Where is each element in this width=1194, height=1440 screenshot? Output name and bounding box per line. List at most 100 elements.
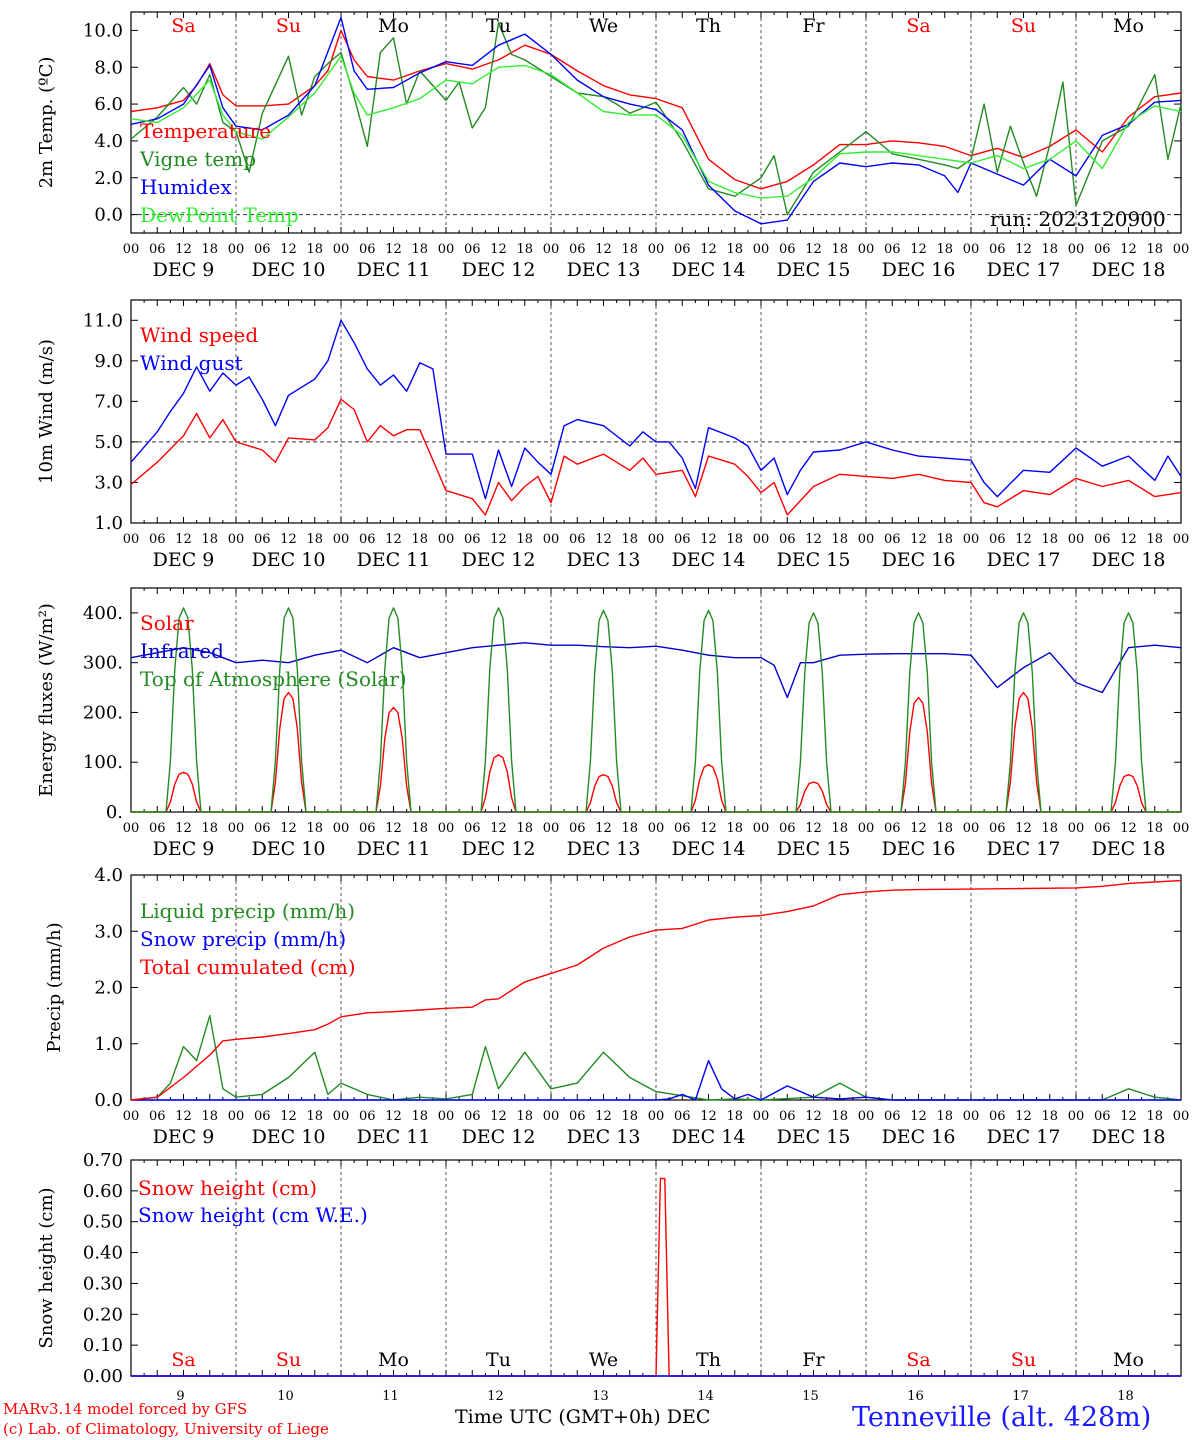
y-tick-label: 1.0 — [94, 1034, 123, 1055]
hour-tick-label: 06 — [1094, 532, 1111, 547]
y-tick-label: 0.60 — [83, 1181, 123, 1202]
hour-tick-label: 18 — [831, 1109, 848, 1124]
date-label: DEC 13 — [567, 549, 641, 571]
hour-tick-label: 12 — [280, 242, 297, 257]
hour-tick-label: 06 — [359, 532, 376, 547]
hour-tick-label: 18 — [621, 242, 638, 257]
date-label: DEC 17 — [987, 838, 1061, 860]
date-label: DEC 10 — [252, 1126, 326, 1148]
hour-tick-label: 12 — [805, 532, 822, 547]
hour-tick-label: 00 — [753, 242, 770, 257]
y-axis-title: 2m Temp. (ºC) — [36, 57, 57, 189]
series-line-2 — [131, 1059, 1181, 1101]
hour-tick-label: 00 — [543, 821, 560, 836]
hour-tick-label: 00 — [1068, 532, 1085, 547]
hour-tick-label: 00 — [438, 821, 455, 836]
hour-tick-label: 12 — [175, 1109, 192, 1124]
date-label: DEC 12 — [462, 838, 536, 860]
date-label: DEC 17 — [987, 259, 1061, 281]
hour-tick-label: 06 — [359, 242, 376, 257]
series-line-2 — [130, 642, 1182, 699]
hour-tick-label: 18 — [411, 532, 428, 547]
date-label: DEC 9 — [153, 838, 215, 860]
hour-tick-label: 00 — [648, 1109, 665, 1124]
y-axis-title: Snow height (cm) — [36, 1187, 57, 1348]
date-label: DEC 13 — [567, 1126, 641, 1148]
y-tick-label: 8.0 — [94, 57, 123, 78]
hour-tick-label: 00 — [1173, 821, 1190, 836]
weekday-label: We — [589, 15, 618, 37]
date-label: DEC 9 — [153, 549, 215, 571]
hour-tick-label: 00 — [858, 242, 875, 257]
hour-tick-label: 18 — [831, 242, 848, 257]
hour-tick-label: 00 — [648, 532, 665, 547]
weekday-label: Tu — [486, 15, 511, 37]
hour-tick-label: 18 — [201, 821, 218, 836]
legend-entry: Snow precip (mm/h) — [140, 927, 346, 951]
hour-tick-label: 06 — [254, 1109, 271, 1124]
hour-tick-label: 06 — [569, 532, 586, 547]
y-tick-label: 200. — [83, 702, 123, 723]
y-tick-label: 0.30 — [83, 1273, 123, 1294]
hour-tick-label: 18 — [831, 821, 848, 836]
hour-tick-label: 06 — [569, 821, 586, 836]
day-number-label: 14 — [697, 1389, 714, 1404]
hour-tick-label: 06 — [674, 821, 691, 836]
hour-tick-label: 18 — [1041, 1109, 1058, 1124]
hour-tick-label: 12 — [1120, 242, 1137, 257]
date-label: DEC 16 — [882, 838, 956, 860]
panel-5: 0.00 0.10 0.20 0.30 0.40 0.50 0.60 0.70 Snow hei… — [36, 1150, 1182, 1404]
hour-tick-label: 06 — [254, 821, 271, 836]
hour-tick-label: 12 — [595, 821, 612, 836]
legend-entry: Wind gust — [140, 351, 243, 375]
hour-tick-label: 00 — [1173, 1109, 1190, 1124]
hour-tick-label: 12 — [490, 821, 507, 836]
hour-tick-label: 06 — [989, 1109, 1006, 1124]
panel-2: 1.0 3.0 5.0 7.0 9.0 11.0 10m Wind (m/s) Wind sp… — [36, 299, 1190, 571]
weekday-label: Th — [696, 1349, 721, 1371]
date-label: DEC 17 — [987, 549, 1061, 571]
hour-tick-label: 18 — [1146, 242, 1163, 257]
hour-tick-label: 12 — [805, 242, 822, 257]
hour-tick-label: 18 — [201, 1109, 218, 1124]
date-label: DEC 9 — [153, 259, 215, 281]
hour-tick-label: 12 — [175, 821, 192, 836]
hour-tick-label: 18 — [831, 532, 848, 547]
y-tick-label: 0.40 — [83, 1243, 123, 1264]
hour-tick-label: 00 — [228, 532, 245, 547]
hour-tick-label: 18 — [1041, 821, 1058, 836]
weekday-label: We — [589, 1349, 618, 1371]
date-label: DEC 14 — [672, 838, 746, 860]
hour-tick-label: 12 — [910, 821, 927, 836]
hour-tick-label: 00 — [333, 242, 350, 257]
hour-tick-label: 12 — [175, 532, 192, 547]
hour-tick-label: 18 — [306, 1109, 323, 1124]
hour-tick-label: 00 — [858, 532, 875, 547]
hour-tick-label: 00 — [858, 1109, 875, 1124]
y-tick-label: 9.0 — [94, 351, 123, 372]
plot-frame — [130, 587, 1182, 813]
hour-tick-label: 12 — [1015, 821, 1032, 836]
legend-entry: Wind speed — [140, 323, 258, 347]
hour-tick-label: 12 — [385, 532, 402, 547]
hour-tick-label: 18 — [621, 821, 638, 836]
hour-tick-label: 00 — [858, 821, 875, 836]
hour-tick-label: 18 — [411, 242, 428, 257]
hour-tick-label: 00 — [1068, 1109, 1085, 1124]
hour-tick-label: 00 — [753, 1109, 770, 1124]
hour-tick-label: 06 — [674, 532, 691, 547]
hour-tick-label: 00 — [648, 821, 665, 836]
legend-entry: Snow height (cm) — [138, 1176, 317, 1200]
y-tick-label: 3.0 — [94, 472, 123, 493]
hour-tick-label: 18 — [936, 1109, 953, 1124]
hour-tick-label: 00 — [648, 242, 665, 257]
hour-tick-label: 18 — [201, 532, 218, 547]
date-label: DEC 17 — [987, 1126, 1061, 1148]
hour-tick-label: 06 — [149, 821, 166, 836]
hour-tick-label: 00 — [333, 1109, 350, 1124]
day-number-label: 16 — [907, 1389, 924, 1404]
hour-tick-label: 00 — [1173, 532, 1190, 547]
hour-tick-label: 00 — [543, 242, 560, 257]
hour-tick-label: 06 — [149, 242, 166, 257]
date-label: DEC 18 — [1092, 838, 1166, 860]
